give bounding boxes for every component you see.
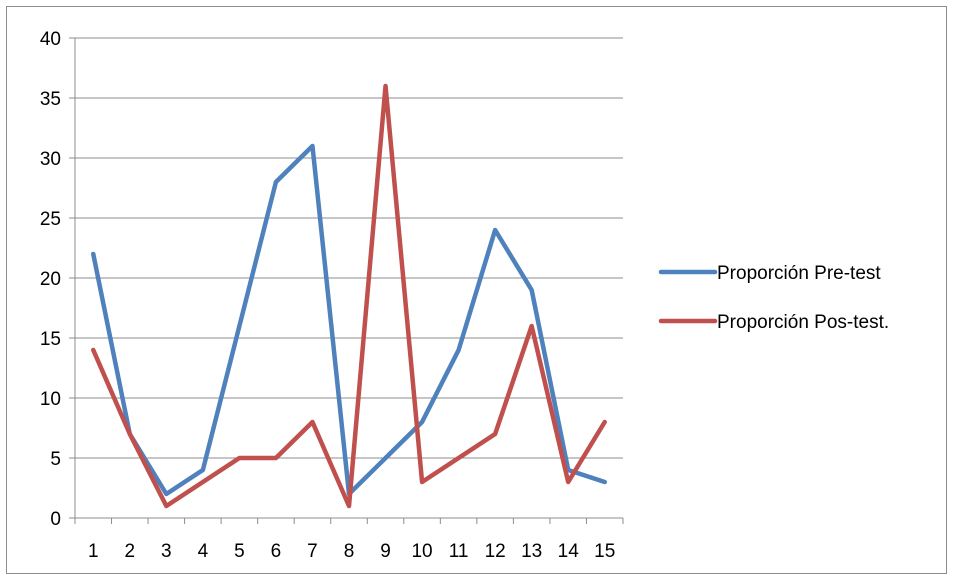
y-tick-label: 15 [40, 329, 61, 350]
y-tick-label: 40 [40, 29, 61, 50]
y-tick-label: 35 [40, 89, 61, 110]
x-tick-label: 11 [449, 541, 469, 562]
x-tick-label: 14 [558, 541, 580, 562]
y-tick-label: 20 [40, 269, 61, 290]
y-axis-tick-labels: 0 5 10 15 20 25 30 35 40 [40, 29, 61, 530]
legend: Proporción Pre-test Proporción Pos-test. [658, 263, 889, 333]
y-tick-label: 0 [50, 509, 61, 530]
y-tick-label: 10 [40, 389, 61, 410]
gridlines [75, 37, 623, 459]
y-tick-label: 25 [40, 209, 61, 230]
x-tick-label: 7 [307, 541, 318, 562]
legend-label: Proporción Pos-test. [717, 312, 889, 333]
series-line-pos-test [91, 83, 607, 509]
series-lines [91, 83, 607, 509]
x-tick-label: 3 [161, 541, 172, 562]
x-tick-label: 2 [125, 541, 136, 562]
series-line-pre-test [91, 143, 607, 497]
x-tick-label: 13 [521, 541, 542, 562]
legend-label: Proporción Pre-test [717, 263, 881, 284]
x-tick-label: 10 [411, 541, 432, 562]
axes [69, 37, 624, 524]
x-axis-tick-labels: 1 2 3 4 5 6 7 8 9 10 11 12 13 14 15 [88, 541, 615, 562]
x-tick-label: 4 [198, 541, 209, 562]
x-tick-label: 1 [88, 541, 99, 562]
y-tick-label: 30 [40, 149, 61, 170]
x-tick-label: 8 [344, 541, 355, 562]
x-tick-label: 12 [485, 541, 506, 562]
y-tick-label: 5 [50, 449, 61, 470]
x-tick-label: 15 [594, 541, 615, 562]
x-tick-label: 9 [380, 541, 391, 562]
x-tick-label: 5 [234, 541, 245, 562]
x-tick-label: 6 [271, 541, 282, 562]
